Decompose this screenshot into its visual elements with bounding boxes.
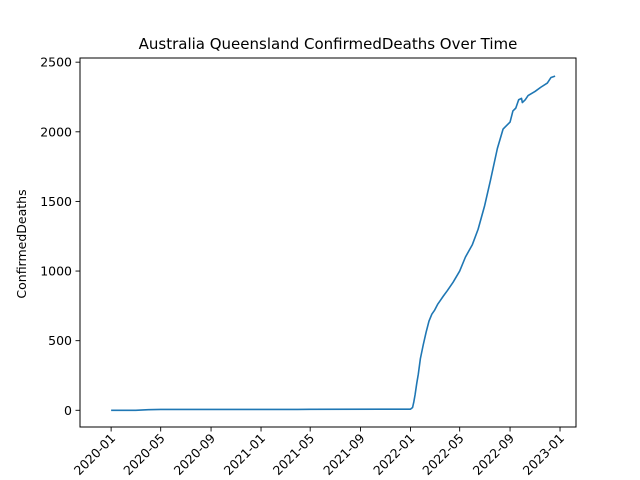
plot-frame — [79, 57, 577, 428]
y-axis-label: ConfirmedDeaths — [14, 189, 29, 298]
y-tick-label: 2500 — [40, 55, 72, 70]
chart-title: Australia Queensland ConfirmedDeaths Ove… — [139, 35, 518, 53]
y-axis: 0 500 1000 1500 2000 2500 — [40, 55, 80, 418]
y-tick-label: 1000 — [40, 264, 72, 279]
plot-area — [111, 75, 556, 412]
y-tick-label: 2000 — [40, 124, 72, 139]
y-tick-label: 0 — [64, 403, 72, 418]
series-line-0 — [111, 75, 556, 412]
y-tick-label: 1500 — [40, 194, 72, 209]
y-tick-label: 500 — [48, 333, 72, 348]
